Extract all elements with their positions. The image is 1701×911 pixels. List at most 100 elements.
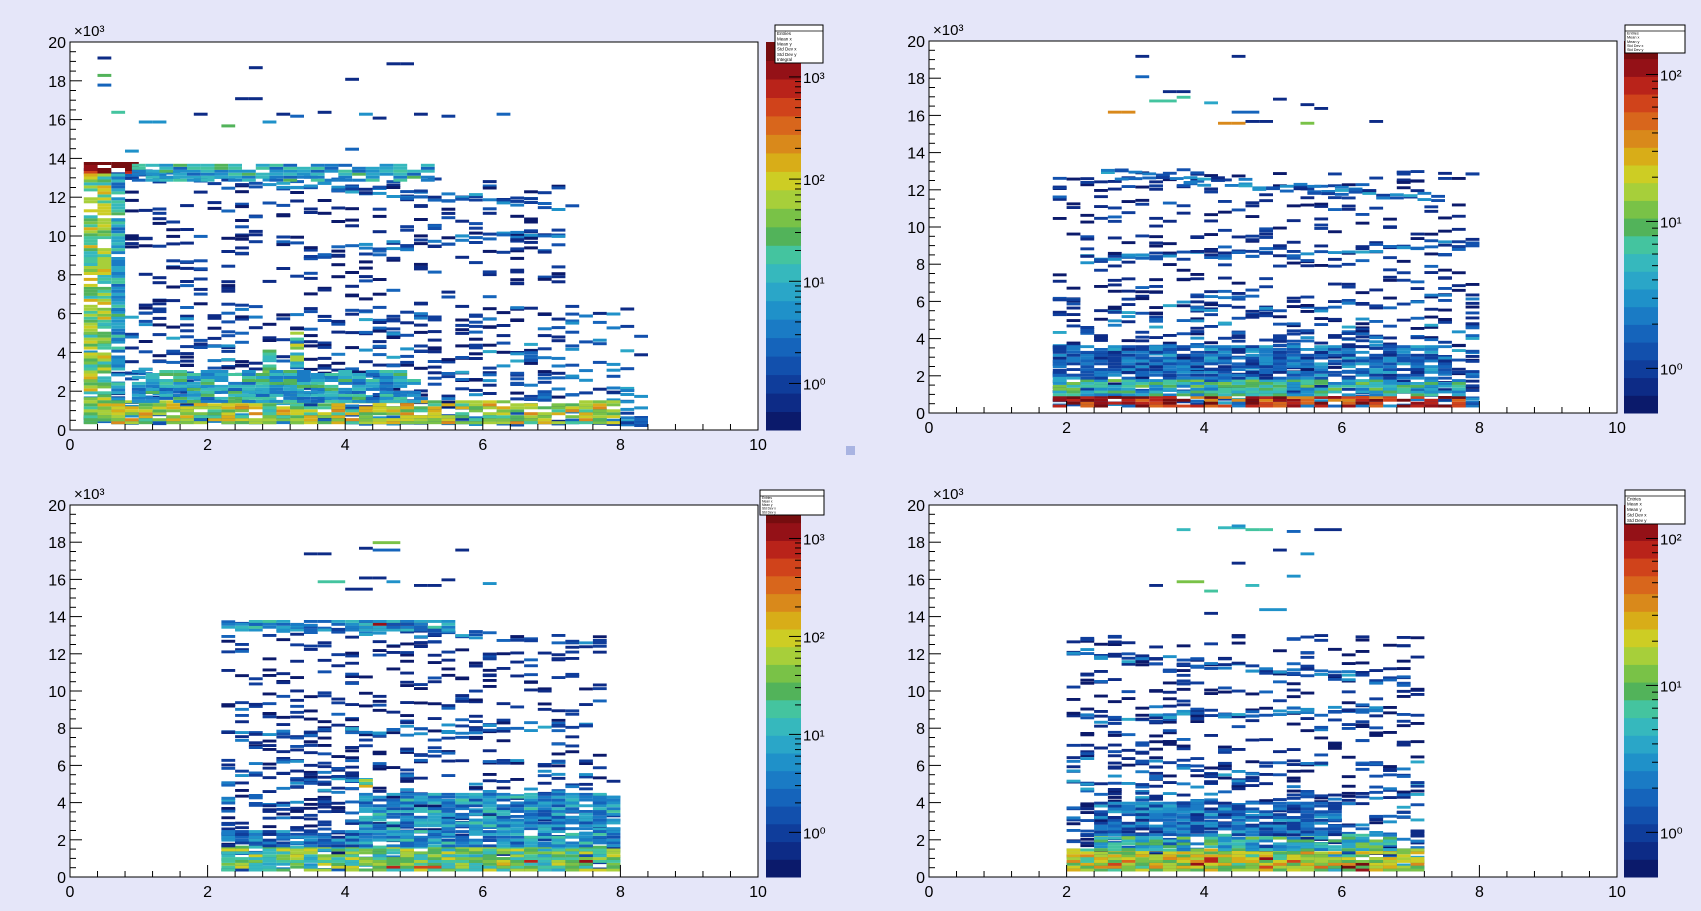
- heatmap-cell: [317, 795, 332, 799]
- heatmap-cell: [1424, 307, 1439, 311]
- heatmap-cell: [427, 653, 442, 657]
- heatmap-cell: [1383, 296, 1397, 300]
- hot-cell: [1204, 373, 1218, 377]
- heatmap-cell: [248, 361, 263, 365]
- heatmap-cell: [400, 719, 414, 723]
- heatmap-cell: [317, 788, 332, 792]
- hot-cell: [262, 857, 277, 860]
- heatmap-cell: [303, 344, 318, 348]
- hot-cell: [1135, 368, 1150, 371]
- heatmap-cell: [537, 689, 552, 693]
- hot-cell: [1341, 365, 1356, 369]
- hot-cell: [427, 400, 442, 404]
- heatmap-cell: [1465, 359, 1480, 363]
- hot-cell: [1383, 370, 1397, 374]
- band-cell: [1424, 245, 1439, 249]
- heatmap-cell: [537, 781, 552, 785]
- heatmap-cell: [427, 338, 442, 342]
- heatmap-cell: [1273, 264, 1287, 268]
- heatmap-cell: [248, 773, 263, 777]
- hot-cell: [159, 379, 174, 382]
- heatmap-cell: [345, 731, 359, 735]
- heatmap-cell: [1355, 221, 1370, 225]
- heatmap-cell: [248, 744, 263, 748]
- hot-cell: [242, 370, 256, 373]
- hot-cell: [496, 400, 511, 404]
- heatmap-cell: [455, 833, 470, 837]
- heatmap-cell: [248, 229, 263, 233]
- heatmap-cell: [138, 244, 153, 248]
- hot-cell: [138, 415, 153, 419]
- hot-cell: [1355, 373, 1370, 377]
- heatmap-cell: [138, 340, 153, 343]
- hot-cell: [1121, 379, 1136, 382]
- heatmap-cell: [469, 700, 483, 704]
- heatmap-cell: [1410, 232, 1425, 236]
- heatmap-cell: [235, 364, 249, 368]
- hot-cell: [1135, 348, 1150, 351]
- band-cell: [565, 204, 580, 208]
- hot-cell: [290, 346, 304, 350]
- hot-cell: [379, 376, 394, 379]
- hot-cell: [386, 418, 401, 422]
- hot-cell: [111, 382, 126, 386]
- heatmap-cell: [551, 265, 566, 269]
- hot-cell: [365, 370, 380, 373]
- hot-cell: [1218, 404, 1232, 408]
- hot-cell: [145, 169, 160, 173]
- heatmap-cell: [359, 275, 373, 279]
- heatmap-cell: [303, 781, 318, 785]
- hot-cell: [324, 393, 339, 397]
- heatmap-cell: [303, 644, 318, 648]
- y-tick-label: 16: [907, 108, 925, 125]
- hot-cell: [221, 403, 236, 407]
- hot-cell: [372, 622, 387, 626]
- hot-cell: [1259, 345, 1273, 349]
- band-cell: [469, 236, 483, 240]
- heatmap-cell: [469, 226, 483, 230]
- hot-cell: [352, 384, 366, 388]
- heatmap-cell: [1300, 336, 1315, 340]
- hot-cell: [331, 412, 346, 416]
- heatmap-cell: [290, 689, 304, 693]
- hot-cell: [1052, 376, 1067, 380]
- hot-cell: [441, 403, 456, 407]
- outlier-cell: [152, 120, 167, 124]
- hot-cell: [290, 862, 304, 866]
- heatmap-cell: [303, 802, 318, 806]
- hot-cell: [125, 406, 139, 410]
- heatmap-cell: [1231, 305, 1246, 309]
- hot-cell: [1396, 359, 1411, 363]
- palette-step: [766, 374, 801, 394]
- hot-cell: [83, 224, 98, 228]
- heatmap-cell: [1204, 341, 1218, 345]
- hot-cell: [393, 373, 408, 376]
- heatmap-cell: [482, 273, 497, 277]
- hot-cell: [111, 292, 126, 296]
- heatmap-cell: [1369, 340, 1384, 344]
- stats-box-label: Mean x: [1627, 36, 1640, 40]
- heatmap-cell: [303, 340, 318, 344]
- hot-cell: [111, 346, 126, 350]
- hot-cell: [1080, 382, 1095, 385]
- hot-cell: [248, 406, 263, 410]
- hot-cell: [1355, 387, 1370, 391]
- hot-cell: [283, 393, 298, 397]
- band-cell: [303, 625, 318, 629]
- heatmap-cell: [496, 364, 511, 368]
- band-cell: [1238, 184, 1253, 188]
- heatmap-cell: [317, 775, 332, 779]
- hot-cell: [1451, 387, 1466, 391]
- hot-cell: [235, 857, 249, 860]
- heatmap-cell: [235, 674, 249, 678]
- heatmap-cell: [317, 364, 332, 368]
- heatmap-cell: [235, 821, 249, 825]
- hot-cell: [1176, 365, 1191, 369]
- heatmap-cell: [1259, 306, 1273, 310]
- hot-cell: [111, 322, 126, 326]
- hot-cell: [145, 163, 160, 167]
- hot-cell: [159, 175, 174, 179]
- hot-cell: [393, 166, 408, 170]
- heatmap-cell: [592, 311, 607, 315]
